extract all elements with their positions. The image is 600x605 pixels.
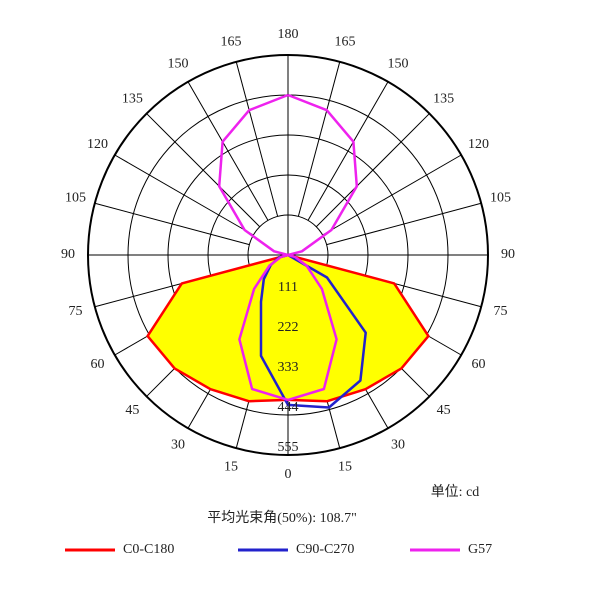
spoke <box>94 202 250 246</box>
spoke <box>187 81 269 221</box>
curve <box>217 93 290 402</box>
legend-label: C0-C180 <box>123 542 174 557</box>
angle-label: 60 <box>472 357 486 372</box>
ring-label: 333 <box>278 360 299 375</box>
angle-label: 120 <box>468 137 489 152</box>
spoke <box>322 154 462 236</box>
angle-label: 60 <box>90 357 104 372</box>
angle-label: 135 <box>122 92 143 107</box>
angle-label: 165 <box>334 35 355 50</box>
angle-label: 75 <box>494 304 508 319</box>
angle-label: 180 <box>278 27 299 42</box>
spoke <box>114 154 254 236</box>
angle-label: 45 <box>125 403 139 418</box>
ring-label: 111 <box>278 280 298 295</box>
spoke <box>235 61 279 217</box>
angle-label: 0 <box>285 467 292 482</box>
unit-label: 单位: cd <box>431 484 480 500</box>
angle-label: 105 <box>490 190 511 205</box>
angle-label: 75 <box>68 304 82 319</box>
angle-label: 165 <box>221 35 242 50</box>
curve <box>146 253 289 403</box>
angle-label: 30 <box>171 438 185 453</box>
angle-label: 150 <box>388 57 409 72</box>
angle-label: 150 <box>168 57 189 72</box>
angle-label: 15 <box>224 460 238 475</box>
area <box>147 255 288 402</box>
angle-label: 45 <box>437 403 451 418</box>
area <box>288 255 429 402</box>
angle-label: 90 <box>61 247 75 262</box>
angle-label: 105 <box>65 190 86 205</box>
spoke <box>307 81 389 221</box>
spoke <box>315 113 430 228</box>
legend: C0-C180 C90-C270 G57 <box>65 542 492 557</box>
angle-label: 15 <box>338 460 352 475</box>
ring-label: 222 <box>278 320 299 335</box>
angle-label: 90 <box>501 247 515 262</box>
ring-label: 444 <box>278 400 299 415</box>
angle-label: 135 <box>433 92 454 107</box>
spoke <box>297 61 341 217</box>
curve <box>287 253 430 403</box>
lines <box>146 93 430 409</box>
beam-angle-label: 平均光束角(50%): 108.7" <box>207 510 357 526</box>
ring-label: 555 <box>278 440 299 455</box>
spoke <box>146 113 261 228</box>
angle-label: 120 <box>87 137 108 152</box>
spoke <box>326 202 482 246</box>
angle-label: 30 <box>391 438 405 453</box>
legend-label: G57 <box>468 542 492 557</box>
legend-label: C90-C270 <box>296 542 354 557</box>
labels: 111 222 333 444 555 <box>278 280 299 455</box>
